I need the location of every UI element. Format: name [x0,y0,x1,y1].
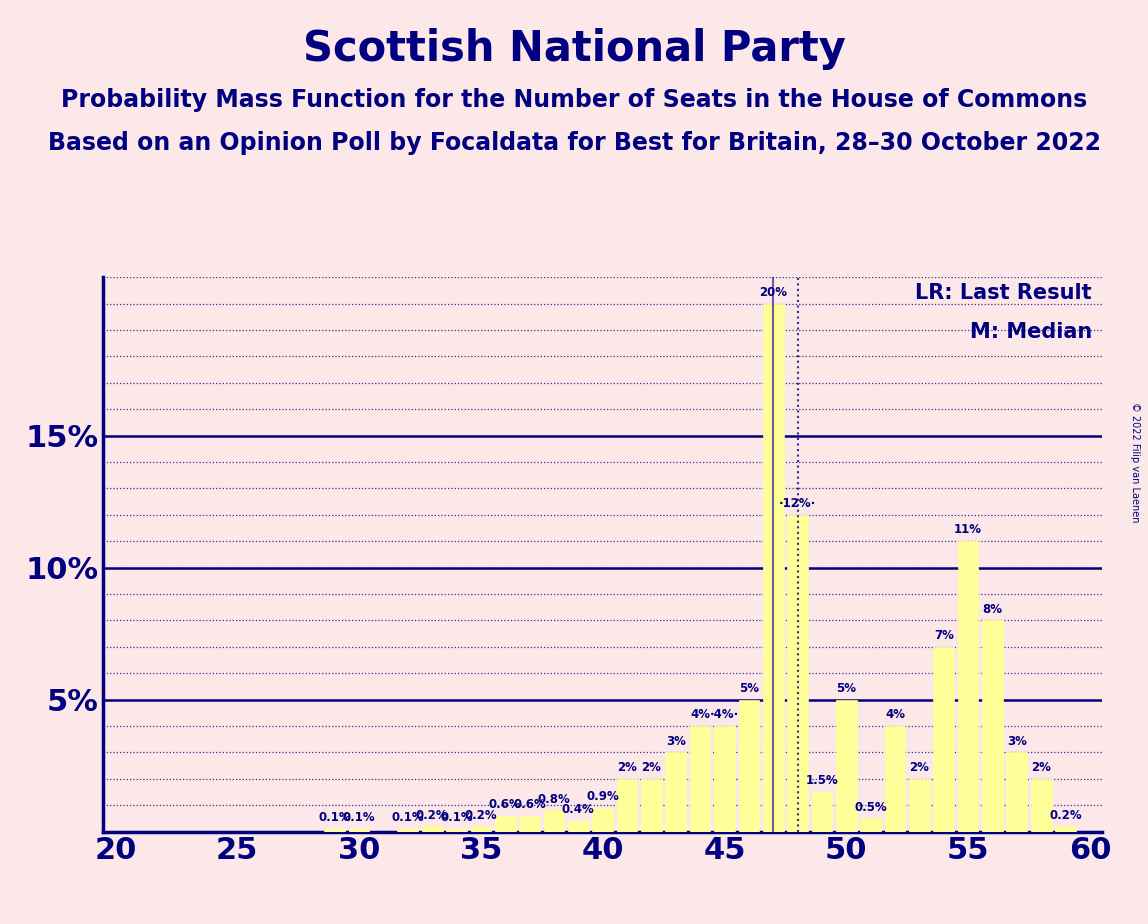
Text: 2%: 2% [1031,761,1052,774]
Bar [568,821,589,832]
Text: 0.8%: 0.8% [537,793,571,806]
Text: 0.6%: 0.6% [513,798,546,811]
Bar [1055,826,1076,832]
Bar [957,541,978,832]
Text: 0.5%: 0.5% [854,801,887,814]
Bar [616,779,637,832]
Bar [592,808,613,832]
Bar [471,826,491,832]
Bar [836,699,856,832]
Bar [690,726,711,832]
Text: 0.2%: 0.2% [416,808,449,821]
Text: 7%: 7% [933,629,954,642]
Text: 1.5%: 1.5% [806,774,838,787]
Bar [544,810,565,832]
Text: 20%: 20% [759,286,788,298]
Bar [982,620,1003,832]
Text: 11%: 11% [954,524,982,537]
Text: 0.2%: 0.2% [465,808,497,821]
Text: ·4%·: ·4%· [709,709,739,722]
Text: Scottish National Party: Scottish National Party [303,28,845,69]
Bar [447,829,467,832]
Bar [1007,752,1027,832]
Text: 3%: 3% [666,735,685,748]
Text: © 2022 Filip van Laenen: © 2022 Filip van Laenen [1130,402,1140,522]
Text: ·12%·: ·12%· [779,497,816,510]
Bar [714,726,735,832]
Bar [325,829,346,832]
Bar [812,792,832,832]
Text: 0.1%: 0.1% [318,811,351,824]
Text: Based on an Opinion Poll by Focaldata for Best for Britain, 28–30 October 2022: Based on an Opinion Poll by Focaldata fo… [47,131,1101,155]
Text: 2%: 2% [642,761,661,774]
Text: 3%: 3% [1007,735,1026,748]
Text: 4%: 4% [885,709,905,722]
Bar [495,816,515,832]
Text: 0.6%: 0.6% [489,798,521,811]
Text: 4%: 4% [690,709,711,722]
Text: LR: Last Result: LR: Last Result [915,283,1092,303]
Text: 8%: 8% [983,602,1002,615]
Text: 5%: 5% [739,682,759,695]
Text: Probability Mass Function for the Number of Seats in the House of Commons: Probability Mass Function for the Number… [61,88,1087,112]
Bar [1031,779,1052,832]
Bar [349,829,370,832]
Bar [519,816,540,832]
Text: 2%: 2% [909,761,930,774]
Text: 0.1%: 0.1% [391,811,424,824]
Bar [885,726,906,832]
Text: 0.9%: 0.9% [587,790,619,803]
Text: 0.1%: 0.1% [440,811,473,824]
Text: 0.2%: 0.2% [1049,808,1081,821]
Bar [738,699,759,832]
Text: 5%: 5% [836,682,856,695]
Bar [788,515,808,832]
Bar [666,752,687,832]
Bar [421,826,442,832]
Bar [860,819,881,832]
Bar [641,779,661,832]
Text: 0.4%: 0.4% [563,803,595,816]
Bar [763,304,784,832]
Bar [909,779,930,832]
Text: M: Median: M: Median [970,322,1092,342]
Bar [933,647,954,832]
Text: 0.1%: 0.1% [343,811,375,824]
Text: 2%: 2% [618,761,637,774]
Bar [397,829,418,832]
